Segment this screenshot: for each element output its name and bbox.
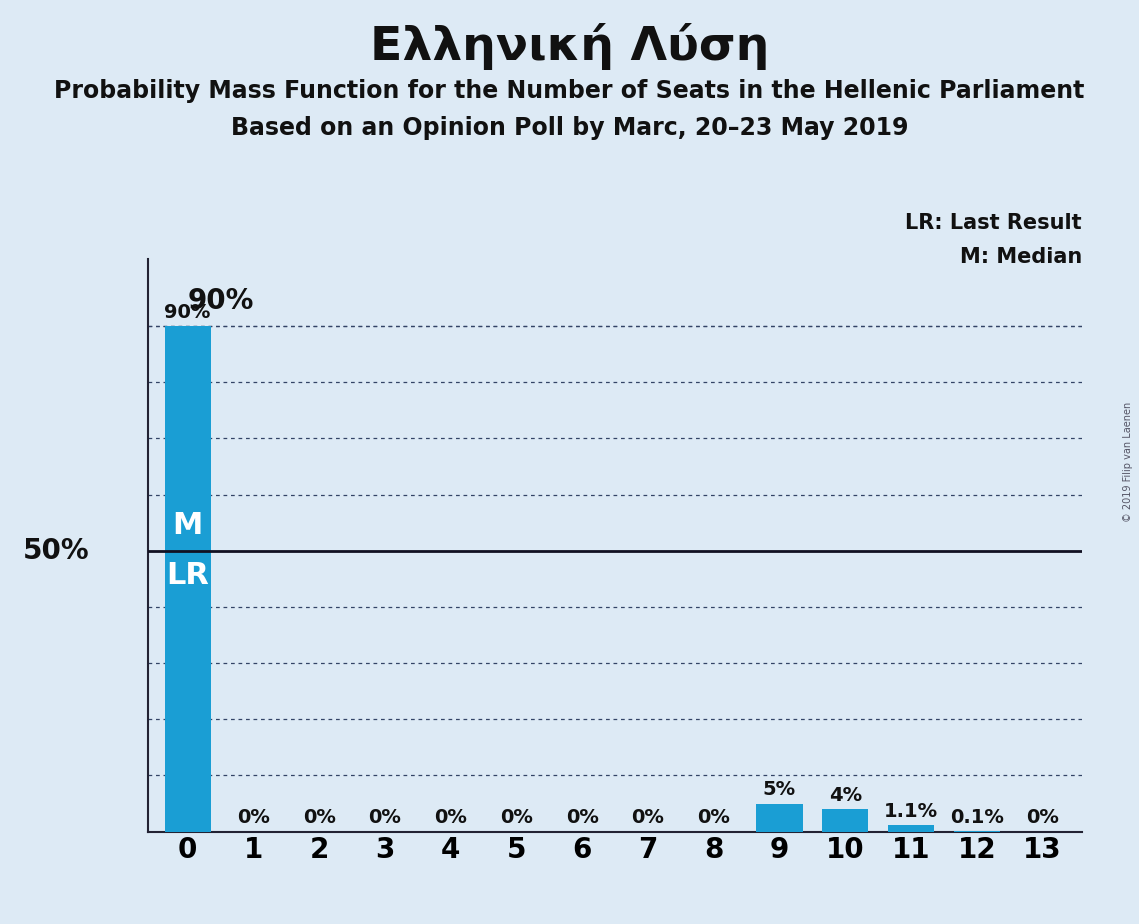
Text: 0%: 0%	[1026, 808, 1059, 827]
Bar	[164, 326, 211, 832]
Text: LR: LR	[166, 561, 208, 590]
Text: 5%: 5%	[763, 780, 796, 799]
Text: 0%: 0%	[434, 808, 467, 827]
Text: © 2019 Filip van Laenen: © 2019 Filip van Laenen	[1123, 402, 1133, 522]
Text: 0%: 0%	[237, 808, 270, 827]
Text: 1.1%: 1.1%	[884, 802, 939, 821]
Text: 4%: 4%	[829, 785, 862, 805]
Text: M: Median: M: Median	[960, 248, 1082, 267]
Text: 0%: 0%	[500, 808, 533, 827]
Bar	[888, 825, 934, 832]
Bar	[822, 809, 868, 832]
Text: 50%: 50%	[23, 537, 89, 565]
Text: 0.1%: 0.1%	[950, 808, 1003, 827]
Text: 0%: 0%	[303, 808, 336, 827]
Text: Ελληνική Λύση: Ελληνική Λύση	[370, 23, 769, 70]
Text: 0%: 0%	[631, 808, 664, 827]
Text: Probability Mass Function for the Number of Seats in the Hellenic Parliament: Probability Mass Function for the Number…	[55, 79, 1084, 103]
Text: Based on an Opinion Poll by Marc, 20–23 May 2019: Based on an Opinion Poll by Marc, 20–23 …	[231, 116, 908, 140]
Text: 0%: 0%	[697, 808, 730, 827]
Text: LR: Last Result: LR: Last Result	[906, 213, 1082, 233]
Text: 90%: 90%	[164, 303, 211, 322]
Text: 0%: 0%	[566, 808, 599, 827]
Bar	[756, 804, 803, 832]
Text: 90%: 90%	[187, 286, 254, 315]
Text: 0%: 0%	[368, 808, 401, 827]
Text: M: M	[172, 511, 203, 540]
